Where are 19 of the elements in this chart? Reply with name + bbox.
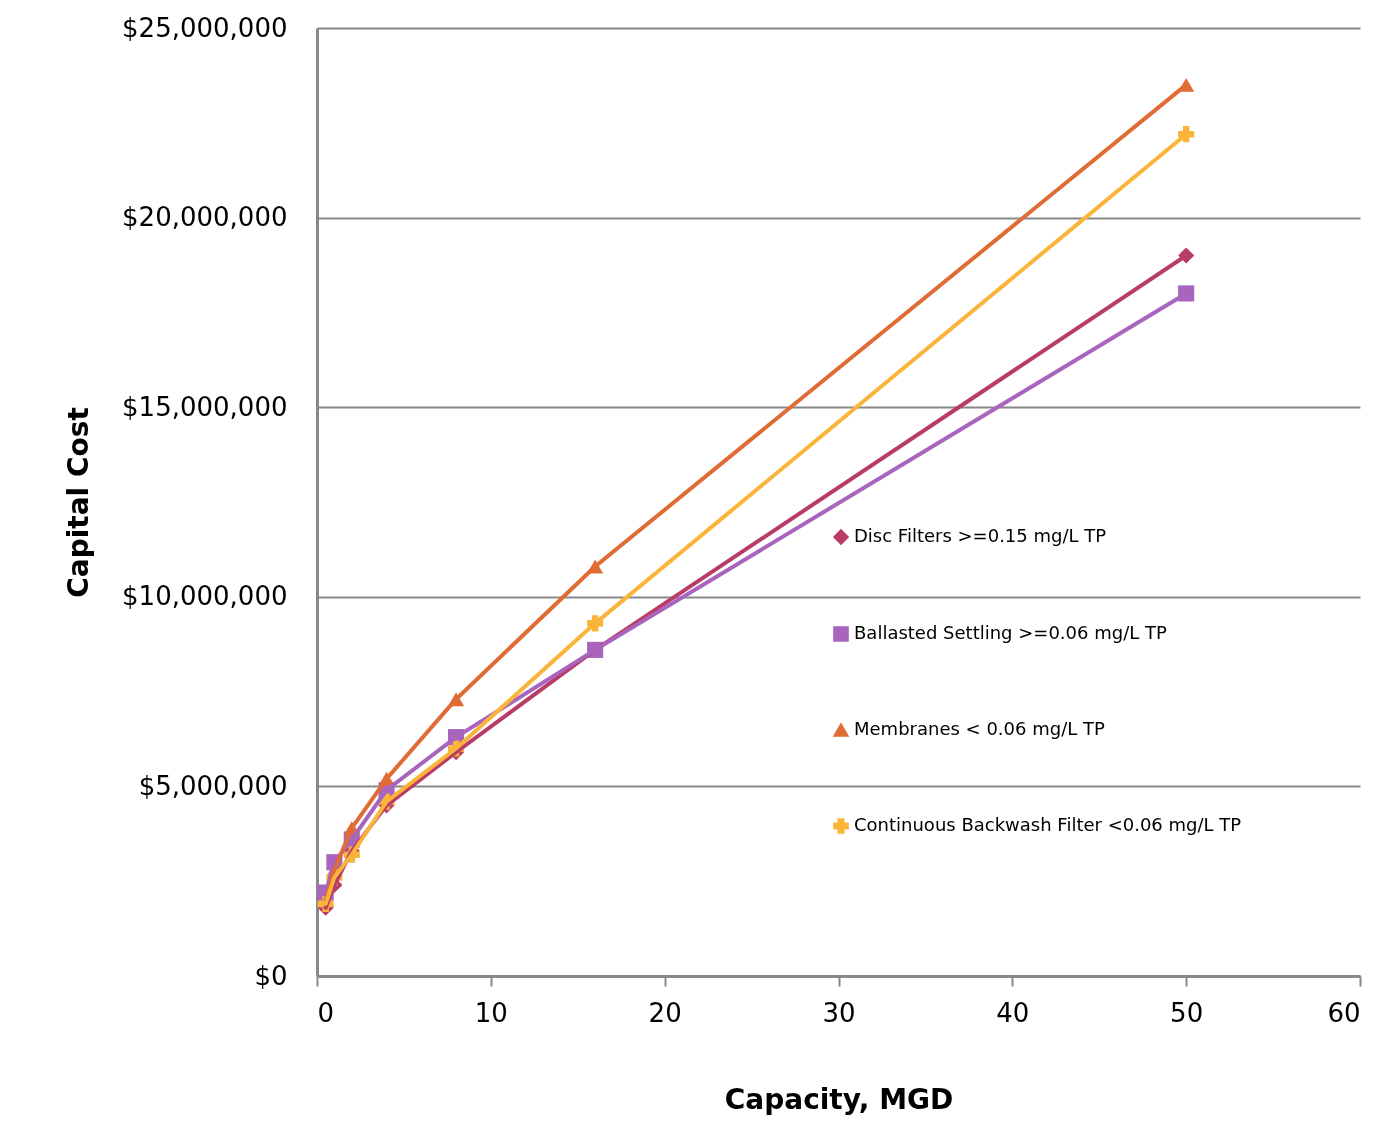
x-tick-label: 10 bbox=[474, 997, 508, 1028]
legend-label: Ballasted Settling >=0.06 mg/L TP bbox=[854, 622, 1167, 643]
x-tick-label: 30 bbox=[822, 997, 856, 1028]
x-axis-title: Capacity, MGD bbox=[724, 1082, 954, 1116]
y-tick-label: $25,000,000 bbox=[122, 12, 288, 43]
x-tick-label: 0 bbox=[317, 997, 335, 1028]
x-tick-label: 60 bbox=[1327, 997, 1361, 1028]
legend-label: Disc Filters >=0.15 mg/L TP bbox=[854, 525, 1107, 546]
y-tick-label: $0 bbox=[254, 960, 288, 991]
legend-label: Continuous Backwash Filter <0.06 mg/L TP bbox=[854, 814, 1242, 835]
y-tick-label: $5,000,000 bbox=[138, 770, 288, 801]
y-tick-label: $15,000,000 bbox=[122, 391, 288, 422]
x-tick-label: 20 bbox=[648, 997, 682, 1028]
x-tick-label: 50 bbox=[1170, 997, 1204, 1028]
y-tick-label: $10,000,000 bbox=[122, 581, 288, 612]
y-tick-label: $20,000,000 bbox=[122, 202, 288, 233]
legend-label: Membranes < 0.06 mg/L TP bbox=[854, 718, 1105, 739]
y-axis-title: Capital Cost bbox=[62, 407, 96, 598]
x-tick-label: 40 bbox=[996, 997, 1030, 1028]
